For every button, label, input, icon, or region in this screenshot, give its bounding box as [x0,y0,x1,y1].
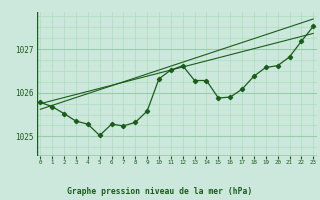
Text: Graphe pression niveau de la mer (hPa): Graphe pression niveau de la mer (hPa) [68,187,252,196]
